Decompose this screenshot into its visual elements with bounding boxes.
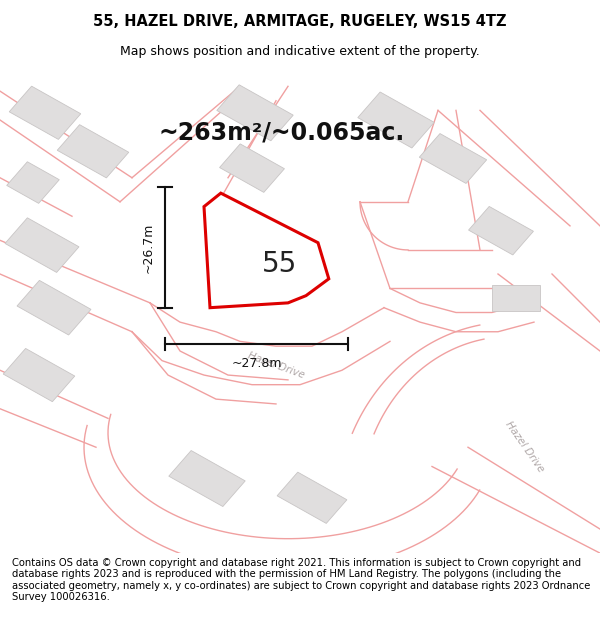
Polygon shape bbox=[358, 92, 434, 148]
Text: ~263m²/~0.065ac.: ~263m²/~0.065ac. bbox=[159, 120, 405, 144]
Polygon shape bbox=[419, 134, 487, 184]
Text: 55, HAZEL DRIVE, ARMITAGE, RUGELEY, WS15 4TZ: 55, HAZEL DRIVE, ARMITAGE, RUGELEY, WS15… bbox=[93, 14, 507, 29]
Polygon shape bbox=[169, 451, 245, 506]
Text: Hazel Drive: Hazel Drive bbox=[246, 351, 306, 381]
Polygon shape bbox=[492, 285, 540, 311]
Polygon shape bbox=[469, 206, 533, 255]
Text: Map shows position and indicative extent of the property.: Map shows position and indicative extent… bbox=[120, 44, 480, 58]
Text: ~27.8m: ~27.8m bbox=[231, 357, 282, 370]
Text: ~26.7m: ~26.7m bbox=[141, 222, 154, 272]
Polygon shape bbox=[217, 85, 293, 141]
Text: Contains OS data © Crown copyright and database right 2021. This information is : Contains OS data © Crown copyright and d… bbox=[12, 558, 590, 602]
Polygon shape bbox=[9, 86, 81, 139]
Polygon shape bbox=[5, 218, 79, 272]
Polygon shape bbox=[17, 281, 91, 335]
Polygon shape bbox=[277, 472, 347, 523]
Polygon shape bbox=[7, 162, 59, 203]
Polygon shape bbox=[3, 349, 75, 402]
Text: Hazel Drive: Hazel Drive bbox=[504, 420, 546, 474]
Text: 55: 55 bbox=[262, 251, 296, 278]
Polygon shape bbox=[220, 144, 284, 192]
Polygon shape bbox=[204, 193, 329, 308]
Polygon shape bbox=[239, 220, 307, 270]
Polygon shape bbox=[57, 124, 129, 178]
